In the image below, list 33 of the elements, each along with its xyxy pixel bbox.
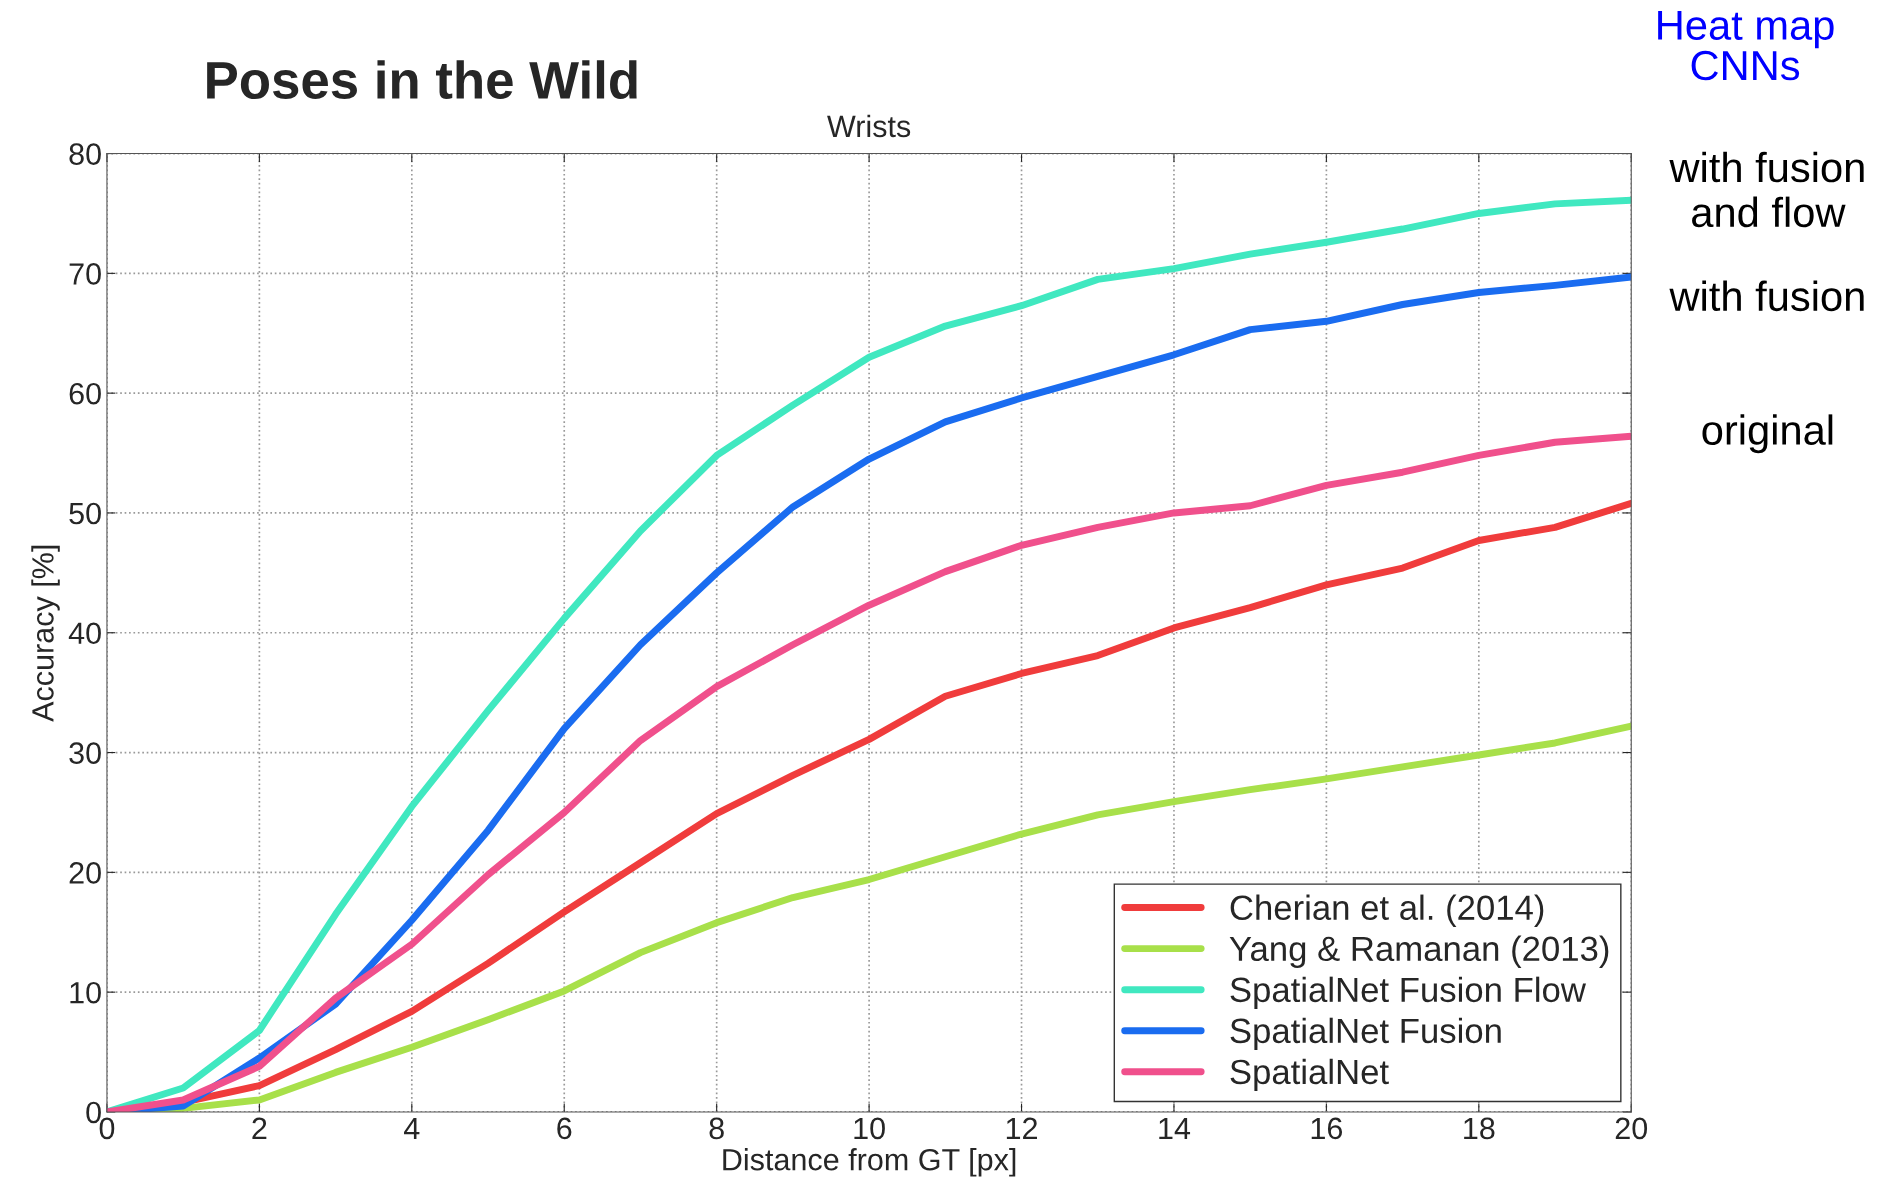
legend-label: SpatialNet Fusion Flow <box>1230 976 1586 1010</box>
text: with fusion and flow <box>1669 151 1864 228</box>
text: Heat map CNNs <box>1658 10 1834 81</box>
legend-label: SpatialNet Fusion <box>1230 1017 1501 1051</box>
x-tick-label: 10 <box>854 1117 885 1140</box>
y-axis-title: Accuracy [%] <box>31 545 60 722</box>
text: with fusion <box>1669 280 1864 312</box>
chart-subtitle: Wrists <box>827 114 911 138</box>
y-tick-label: 20 <box>69 862 101 884</box>
x-tick-label: 20 <box>1615 1117 1648 1140</box>
x-tick-label: 12 <box>1006 1117 1037 1139</box>
x-tick-label: 0 <box>99 1117 115 1140</box>
x-tick-label: 8 <box>709 1117 724 1140</box>
y-tick-label: 40 <box>68 622 101 645</box>
y-tick-label: 50 <box>69 502 101 525</box>
y-tick-label: 60 <box>69 382 101 405</box>
text: original <box>1702 414 1833 454</box>
x-tick-label: 18 <box>1464 1117 1495 1140</box>
legend-label: SpatialNet <box>1230 1058 1389 1092</box>
x-tick-label: 6 <box>557 1117 572 1140</box>
y-tick-label: 0 <box>86 1101 101 1124</box>
y-tick-label: 70 <box>69 263 101 285</box>
y-tick-label: 10 <box>70 981 101 1004</box>
y-tick-label: 30 <box>69 742 101 764</box>
x-tick-label: 2 <box>252 1117 267 1139</box>
chart-title: Poses in the Wild <box>207 60 637 100</box>
x-tick-label: 14 <box>1159 1117 1191 1139</box>
legend-label: Yang & Ramanan (2013) <box>1229 935 1609 968</box>
x-tick-label: 4 <box>404 1117 420 1139</box>
y-tick-label: 80 <box>69 143 101 165</box>
x-tick-label: 16 <box>1311 1117 1343 1140</box>
x-axis-title: Distance from GT [px] <box>723 1148 1016 1177</box>
legend-label: Cherian et al. (2014) <box>1230 894 1544 927</box>
